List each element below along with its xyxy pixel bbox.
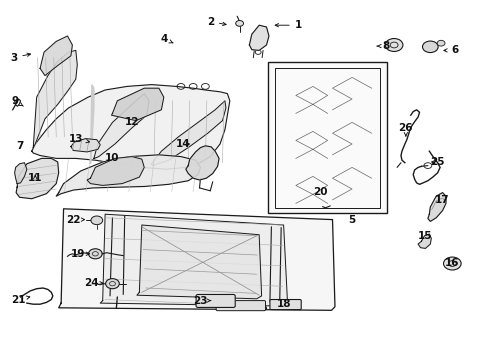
- Polygon shape: [151, 101, 225, 166]
- Circle shape: [436, 40, 444, 46]
- Text: 24: 24: [84, 278, 103, 288]
- Circle shape: [443, 257, 460, 270]
- Polygon shape: [249, 25, 268, 50]
- Polygon shape: [427, 193, 445, 221]
- Text: 8: 8: [376, 41, 389, 51]
- Text: 23: 23: [193, 296, 210, 306]
- Circle shape: [375, 205, 384, 211]
- Polygon shape: [56, 155, 200, 196]
- Text: 22: 22: [66, 215, 84, 225]
- Text: 2: 2: [206, 17, 225, 27]
- Text: 12: 12: [124, 117, 139, 127]
- Text: 25: 25: [429, 157, 444, 167]
- Text: 7: 7: [16, 141, 23, 151]
- Circle shape: [91, 216, 102, 225]
- Polygon shape: [185, 146, 219, 180]
- Circle shape: [270, 64, 279, 71]
- Text: 6: 6: [443, 45, 457, 55]
- Polygon shape: [87, 157, 144, 185]
- Bar: [267, 62, 386, 213]
- Text: 18: 18: [276, 299, 290, 309]
- Bar: [274, 68, 380, 208]
- Circle shape: [105, 279, 119, 289]
- Text: 10: 10: [105, 153, 120, 163]
- Polygon shape: [100, 214, 287, 306]
- FancyBboxPatch shape: [269, 300, 301, 310]
- Polygon shape: [111, 88, 163, 121]
- Text: 21: 21: [11, 294, 30, 305]
- Text: 19: 19: [71, 249, 89, 259]
- Text: 15: 15: [417, 231, 432, 241]
- Text: 17: 17: [434, 195, 449, 205]
- Polygon shape: [33, 50, 77, 148]
- FancyBboxPatch shape: [196, 294, 235, 307]
- Text: 16: 16: [444, 258, 459, 268]
- Text: 5: 5: [348, 215, 355, 225]
- Circle shape: [235, 21, 243, 26]
- Polygon shape: [15, 163, 27, 184]
- Text: 14: 14: [176, 139, 190, 149]
- FancyBboxPatch shape: [216, 301, 265, 311]
- Circle shape: [385, 39, 402, 51]
- Circle shape: [299, 197, 316, 210]
- Text: 9: 9: [11, 96, 23, 106]
- Polygon shape: [40, 36, 72, 76]
- Text: 20: 20: [312, 186, 327, 197]
- Polygon shape: [90, 85, 94, 164]
- Circle shape: [422, 41, 437, 53]
- Polygon shape: [417, 234, 430, 248]
- Polygon shape: [71, 139, 100, 152]
- Text: 3: 3: [10, 53, 30, 63]
- Polygon shape: [59, 209, 334, 310]
- Polygon shape: [94, 94, 149, 158]
- Text: 13: 13: [68, 134, 89, 144]
- Text: 26: 26: [398, 123, 412, 136]
- Polygon shape: [137, 225, 261, 299]
- Circle shape: [375, 64, 384, 71]
- Polygon shape: [16, 158, 59, 199]
- Text: 1: 1: [275, 20, 301, 30]
- Circle shape: [88, 249, 102, 259]
- Polygon shape: [32, 85, 229, 169]
- Text: 11: 11: [28, 173, 42, 183]
- Circle shape: [270, 205, 279, 211]
- Text: 4: 4: [160, 34, 173, 44]
